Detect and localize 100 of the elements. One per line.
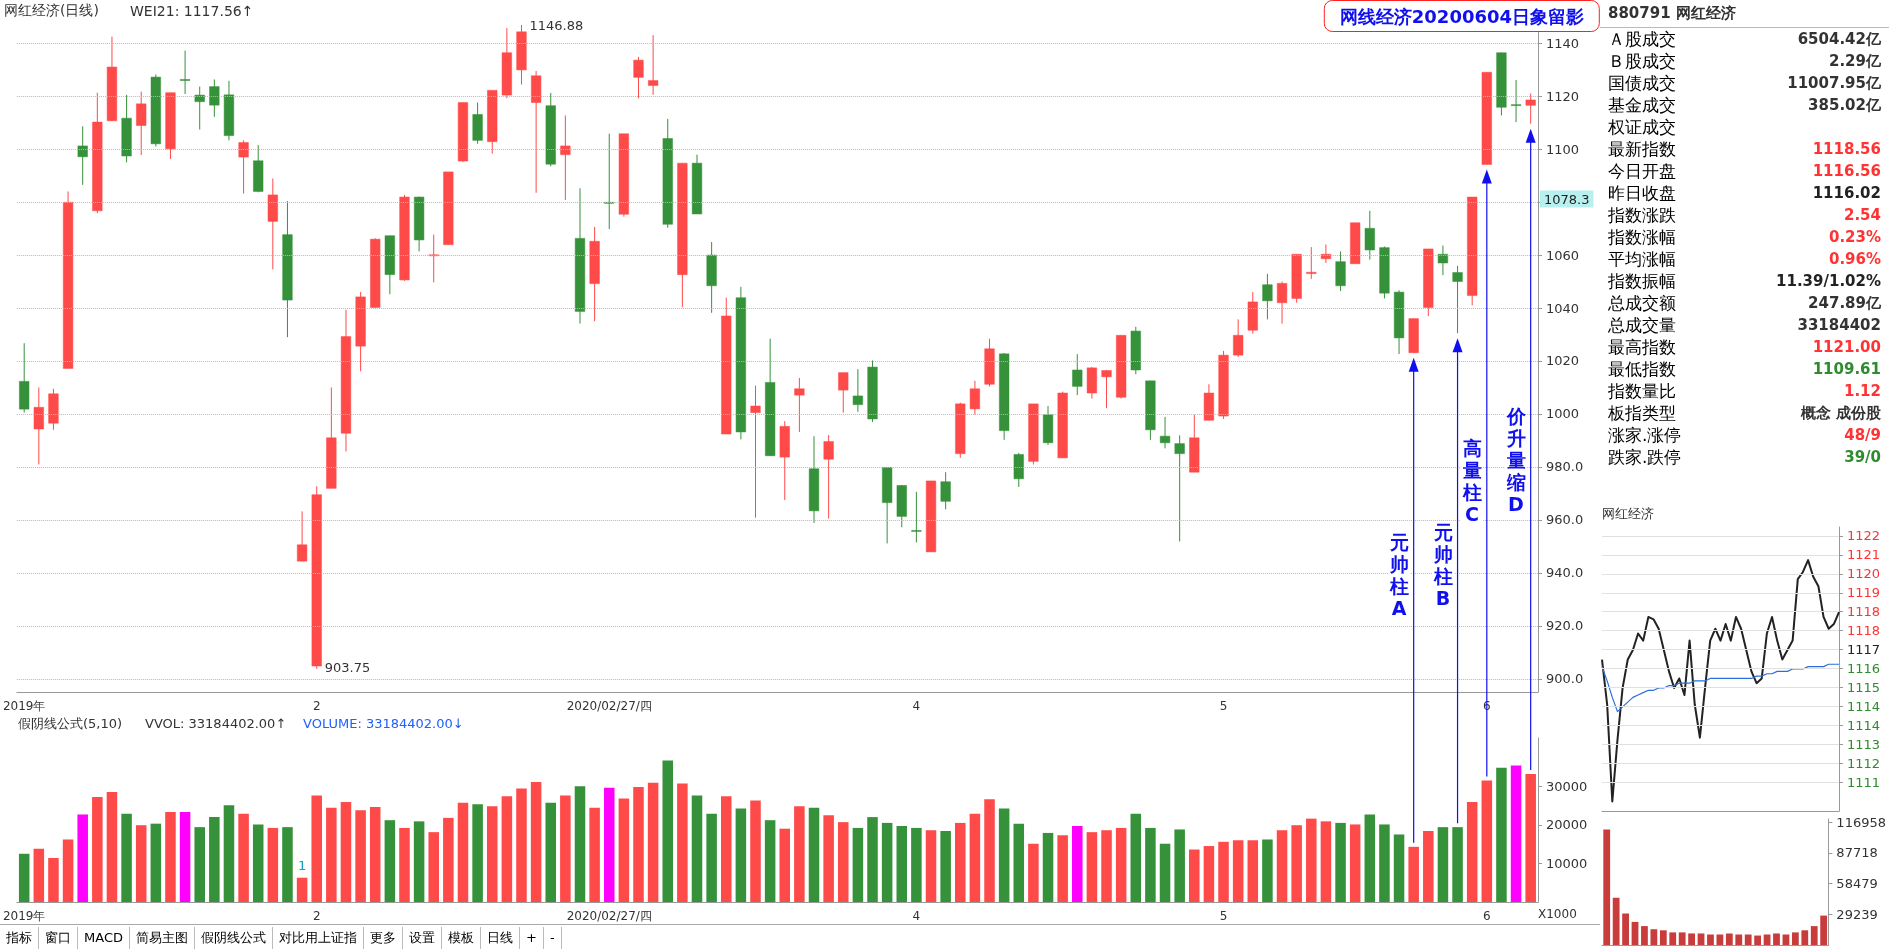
text: MACD — [78, 926, 130, 949]
bar — [1364, 814, 1376, 902]
bar — [896, 825, 908, 902]
y-tick-label: 1122 — [1847, 528, 1881, 544]
y-tick-label: 87718 — [1836, 845, 1878, 861]
bar — [1791, 932, 1799, 945]
y-tick-label: 1020 — [1546, 353, 1580, 369]
bar — [326, 807, 337, 902]
bar — [545, 802, 556, 902]
category-label: 平均涨幅 — [1608, 248, 1676, 270]
y-tick-label: 1111 — [1847, 774, 1881, 790]
y-tick-label: 1113 — [1847, 736, 1881, 752]
bar — [1086, 832, 1098, 902]
bar — [1291, 825, 1302, 902]
bar — [1744, 934, 1752, 945]
text: 设置 — [402, 926, 442, 949]
bar — [1013, 823, 1025, 902]
bar — [179, 812, 191, 902]
bar — [238, 813, 249, 902]
bar — [940, 831, 951, 902]
text: 2.29亿 — [1828, 52, 1881, 70]
y-tick-label: 20000 — [1546, 817, 1588, 833]
bar — [867, 817, 878, 902]
bar — [1773, 933, 1780, 945]
candlestick — [194, 86, 205, 131]
bar — [720, 796, 732, 902]
bar — [1735, 934, 1743, 945]
bar — [1320, 821, 1332, 902]
bar — [1525, 773, 1536, 902]
x-tick-label: 2 — [312, 909, 321, 923]
bar — [369, 807, 381, 902]
bar — [457, 802, 469, 902]
bar — [852, 827, 864, 902]
y-tick-label: 116958 — [1836, 814, 1887, 830]
text: 指标 — [0, 926, 39, 949]
category-label: 昨日收盘 — [1608, 182, 1676, 204]
y-tick-label: 10000 — [1546, 855, 1588, 871]
annotation: 1146.88 — [529, 17, 584, 33]
x-tick-label: 2019年 — [2, 699, 46, 713]
bar — [1130, 813, 1142, 902]
y-tick-label: 1100 — [1546, 141, 1580, 157]
annotation: 价升量缩D — [1505, 405, 1527, 515]
text: - — [543, 926, 562, 949]
bar — [881, 822, 893, 902]
bar — [955, 822, 966, 902]
bar — [1218, 841, 1229, 902]
bar — [355, 810, 366, 902]
bar — [984, 799, 995, 902]
bar — [1189, 849, 1200, 902]
bar — [1641, 926, 1648, 945]
bar — [1145, 827, 1156, 902]
category-label: 指数振幅 — [1608, 270, 1676, 292]
bar — [1262, 839, 1273, 902]
y-tick-label: 1000 — [1546, 406, 1580, 422]
candlestick — [297, 510, 308, 562]
bar — [48, 858, 59, 902]
candlestick — [209, 78, 220, 118]
bar — [647, 782, 659, 902]
text: 窗口 — [39, 926, 78, 949]
annotation: 元帅柱A — [1388, 531, 1410, 619]
bar — [1437, 827, 1449, 902]
bar — [1678, 932, 1686, 945]
bar — [209, 817, 220, 902]
bar — [925, 830, 937, 902]
bar — [267, 827, 279, 902]
bar — [413, 821, 425, 902]
bar — [121, 813, 132, 902]
candlestick — [428, 234, 439, 283]
bar — [1510, 765, 1522, 902]
y-tick-label: 1060 — [1546, 247, 1580, 263]
category-label: 指数涨幅 — [1608, 226, 1676, 248]
y-tick-label: 1120 — [1546, 88, 1580, 104]
text: WEI21: 1117.56↑ — [130, 3, 254, 19]
bar — [1481, 780, 1493, 902]
bar — [998, 808, 1010, 902]
candlestick — [1276, 281, 1288, 325]
candlestick — [1101, 369, 1112, 409]
bar — [662, 760, 674, 902]
candlestick — [1525, 93, 1536, 125]
bar — [691, 795, 703, 902]
bar — [1496, 767, 1507, 902]
bar — [62, 839, 74, 902]
bar — [1101, 830, 1112, 902]
candlestick — [604, 133, 615, 230]
text: 33184402 — [1797, 316, 1881, 334]
candlestick — [1233, 318, 1244, 358]
bar — [560, 795, 571, 902]
category-label: 涨家.涨停 — [1608, 424, 1682, 446]
bar — [750, 800, 761, 902]
annotation: 元帅柱B — [1432, 521, 1454, 609]
bar — [311, 795, 322, 902]
line-series — [1601, 663, 1840, 713]
text: VOLUME: 33184402.00↓ — [303, 716, 464, 731]
bar — [33, 848, 45, 902]
candlestick — [633, 56, 644, 99]
text: 48/9 — [1844, 426, 1881, 444]
text: 更多 — [363, 926, 403, 949]
annotation: 1 — [298, 857, 307, 873]
text: 11.39/1.02% — [1776, 272, 1881, 290]
bar — [1028, 843, 1039, 902]
